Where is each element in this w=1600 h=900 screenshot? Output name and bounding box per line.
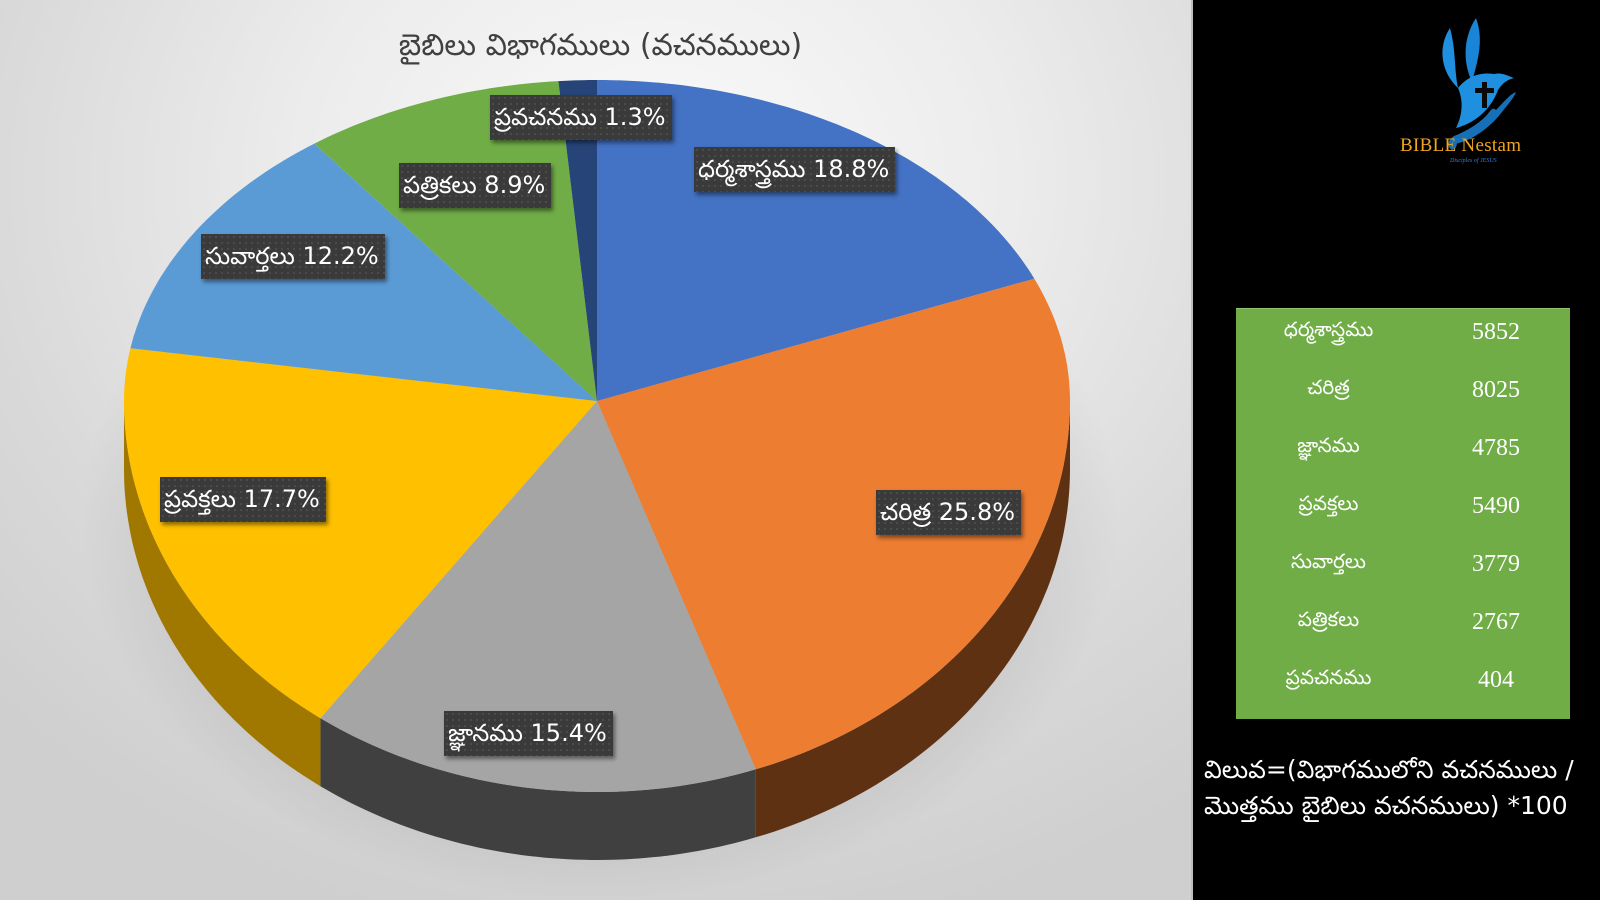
data-label-gospels: సువార్తలు 12.2% bbox=[201, 234, 385, 279]
chart-panel: బైబిలు విభాగములు (వచనములు) ధర్మశాస్త్రము… bbox=[0, 0, 1193, 900]
pie-slice-2 bbox=[320, 401, 756, 792]
table-row: చరిత్ర 8025 bbox=[1236, 367, 1570, 425]
logo-name: BIBLE Nestam bbox=[1400, 135, 1522, 156]
pie-slice-1 bbox=[597, 278, 1070, 770]
formula-note: విలువ=(విభాగములోని వచనములు / మొత్తము బైబ… bbox=[1204, 752, 1600, 824]
table-cell-category: ధర్మశాస్త్రము bbox=[1283, 317, 1374, 341]
table-row: సువార్తలు 3779 bbox=[1236, 541, 1570, 599]
table-cell-count: 3779 bbox=[1472, 551, 1520, 577]
chart-title: బైబిలు విభాగములు (వచనములు) bbox=[398, 28, 803, 63]
table-cell-count: 5490 bbox=[1472, 493, 1520, 519]
table-cell-category: ప్రవచనము bbox=[1285, 665, 1372, 689]
data-label-prophets: ప్రవక్తలు 17.7% bbox=[160, 477, 326, 522]
pie-slice-3 bbox=[124, 348, 597, 719]
pie-side-1 bbox=[755, 401, 1070, 838]
pie-slice-6 bbox=[558, 80, 597, 401]
pie-side-3 bbox=[124, 401, 321, 787]
formula-line-2: మొత్తము బైబిలు వచనములు) *100 bbox=[1204, 791, 1568, 820]
table-row: పత్రికలు 2767 bbox=[1236, 599, 1570, 657]
logo-tagline: Disciples of JESUS bbox=[1450, 158, 1497, 164]
table-cell-count: 5852 bbox=[1472, 319, 1520, 345]
pie-side-2 bbox=[320, 718, 756, 860]
table-row: ప్రవచనము 404 bbox=[1236, 657, 1570, 715]
dove-cross-hand-icon bbox=[1442, 18, 1516, 150]
table-row: ధర్మశాస్త్రము 5852 bbox=[1236, 309, 1570, 367]
table-cell-count: 404 bbox=[1478, 667, 1514, 693]
table-cell-count: 2767 bbox=[1472, 609, 1520, 635]
data-label-epistles: పత్రికలు 8.9% bbox=[399, 163, 552, 208]
table-cell-category: చరిత్ర bbox=[1307, 375, 1350, 399]
data-label-wisdom: జ్ఞానము 15.4% bbox=[444, 711, 613, 756]
data-label-law: ధర్మశాస్త్రము 18.8% bbox=[694, 147, 896, 192]
table-cell-count: 4785 bbox=[1472, 435, 1520, 461]
table-cell-category: పత్రికలు bbox=[1297, 607, 1360, 631]
table-cell-count: 8025 bbox=[1472, 377, 1520, 403]
table-cell-category: జ్ఞానము bbox=[1297, 433, 1360, 457]
pie-slice-5 bbox=[314, 81, 597, 401]
table-cell-category: ప్రవక్తలు bbox=[1298, 491, 1359, 515]
table-row: ప్రవక్తలు 5490 bbox=[1236, 483, 1570, 541]
data-label-prophecy: ప్రవచనము 1.3% bbox=[490, 95, 672, 140]
table-cell-category: సువార్తలు bbox=[1291, 549, 1366, 573]
formula-line-1: విలువ=(విభాగములోని వచనములు / bbox=[1204, 755, 1574, 784]
table-row: జ్ఞానము 4785 bbox=[1236, 425, 1570, 483]
data-label-history: చరిత్ర 25.8% bbox=[876, 490, 1022, 535]
verse-counts-table: ధర్మశాస్త్రము 5852 చరిత్ర 8025 జ్ఞానము 4… bbox=[1236, 308, 1570, 719]
pie-side-walls bbox=[124, 401, 1070, 860]
